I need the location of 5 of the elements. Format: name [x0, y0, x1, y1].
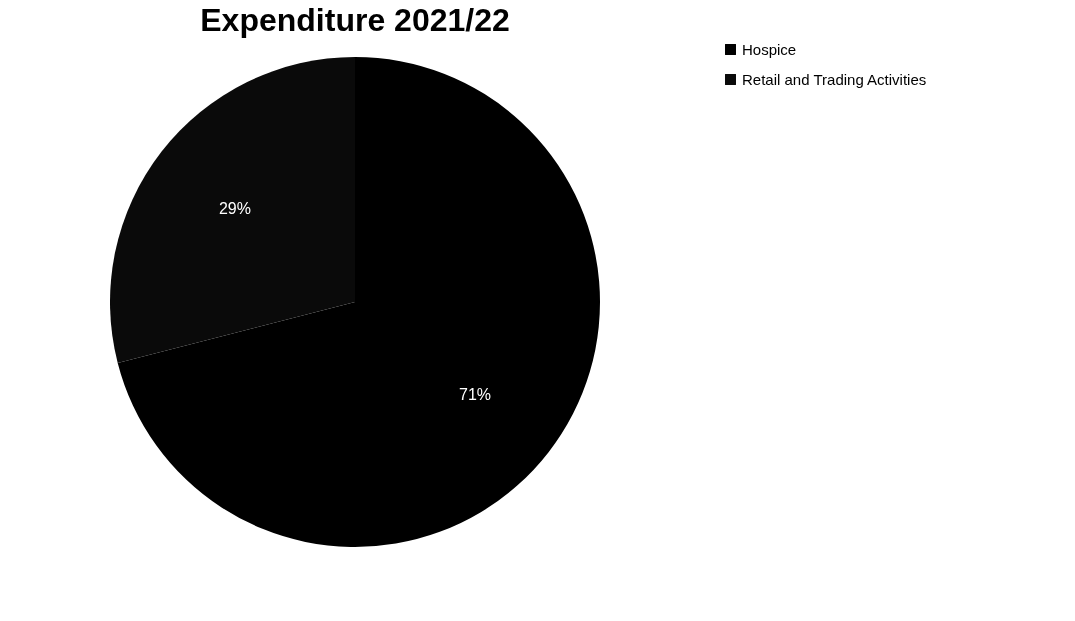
- legend-label: Retail and Trading Activities: [742, 70, 927, 88]
- data-label: 71%: [459, 386, 492, 404]
- legend-label: Hospice: [742, 40, 797, 58]
- data-label: 29%: [218, 199, 251, 217]
- chart-title: Expenditure 2021/22: [200, 2, 510, 38]
